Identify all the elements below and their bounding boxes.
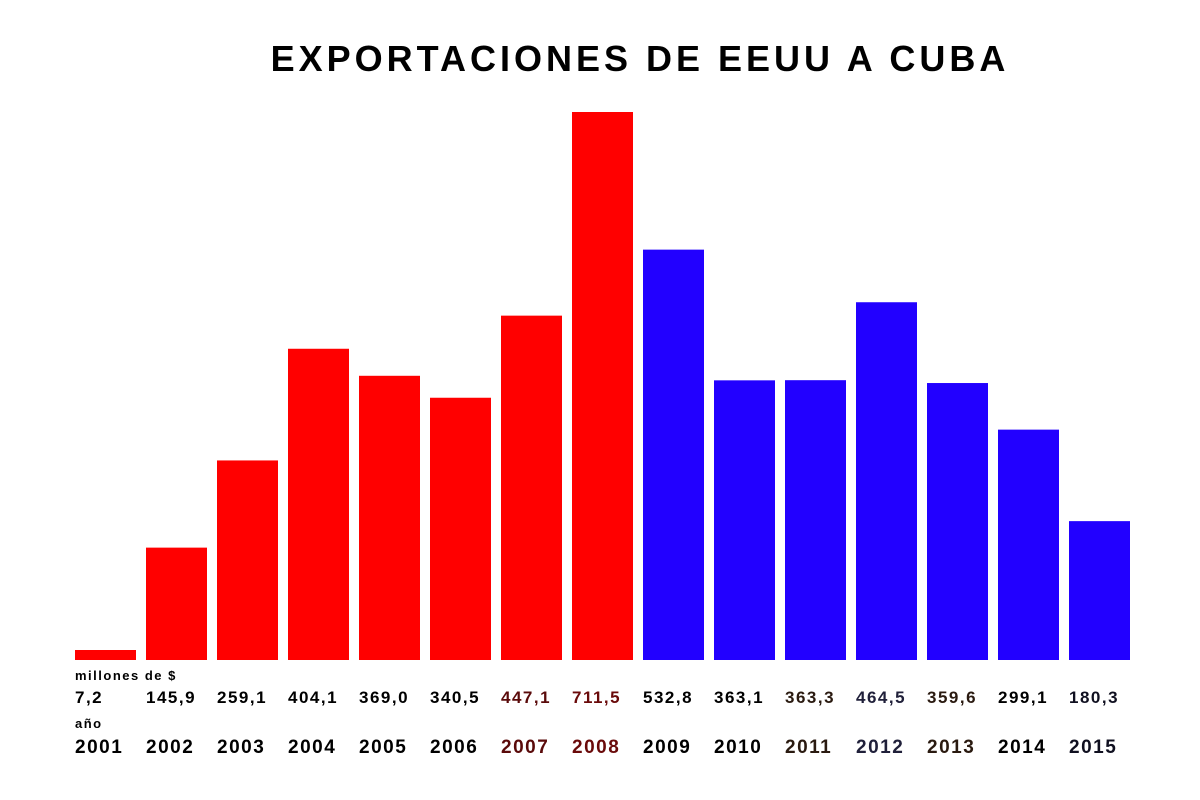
value-label: 711,5: [572, 688, 622, 707]
bar-2015: [1069, 521, 1130, 660]
value-label: 145,9: [146, 688, 197, 707]
value-label: 180,3: [1069, 688, 1120, 707]
year-label: 2003: [217, 737, 266, 758]
bar-2011: [785, 380, 846, 660]
category-axis-label: año: [75, 716, 103, 731]
bar-2004: [288, 348, 349, 660]
bar-2002: [146, 547, 207, 660]
bar-2007: [501, 315, 562, 660]
year-label: 2001: [75, 737, 124, 758]
bar-2009: [643, 249, 704, 660]
year-label: 2010: [714, 737, 763, 758]
year-label: 2004: [288, 737, 337, 758]
bar-2010: [714, 380, 775, 660]
value-axis-label: millones de $: [75, 668, 177, 683]
bar-2014: [998, 429, 1059, 660]
bar-2005: [359, 375, 420, 660]
value-label: 369,0: [359, 688, 410, 707]
bar-2008: [572, 112, 633, 660]
value-label: 404,1: [288, 688, 339, 707]
year-label: 2009: [643, 737, 692, 758]
value-label: 532,8: [643, 688, 694, 707]
bar-2003: [217, 460, 278, 660]
value-label: 340,5: [430, 688, 481, 707]
year-label: 2013: [927, 737, 976, 758]
year-label: 2002: [146, 737, 195, 758]
value-label: 363,1: [714, 688, 765, 707]
year-label: 2015: [1069, 737, 1118, 758]
year-label: 2005: [359, 737, 408, 758]
chart-title: EXPORTACIONES DE EEUU A CUBA: [270, 38, 1010, 79]
bar-2006: [430, 397, 491, 660]
year-label: 2014: [998, 737, 1047, 758]
value-label: 259,1: [217, 688, 268, 707]
value-label: 299,1: [998, 688, 1049, 707]
year-label: 2006: [430, 737, 479, 758]
year-label: 2007: [501, 737, 550, 758]
year-label: 2008: [572, 737, 621, 758]
year-label: 2012: [856, 737, 905, 758]
bar-2001: [75, 650, 136, 660]
value-label: 447,1: [501, 688, 552, 707]
bar-2013: [927, 383, 988, 660]
value-label: 363,3: [785, 688, 836, 707]
value-label: 7,2: [75, 688, 104, 707]
bar-2012: [856, 302, 917, 660]
value-label: 464,5: [856, 688, 907, 707]
value-label: 359,6: [927, 688, 978, 707]
year-label: 2011: [785, 737, 833, 758]
